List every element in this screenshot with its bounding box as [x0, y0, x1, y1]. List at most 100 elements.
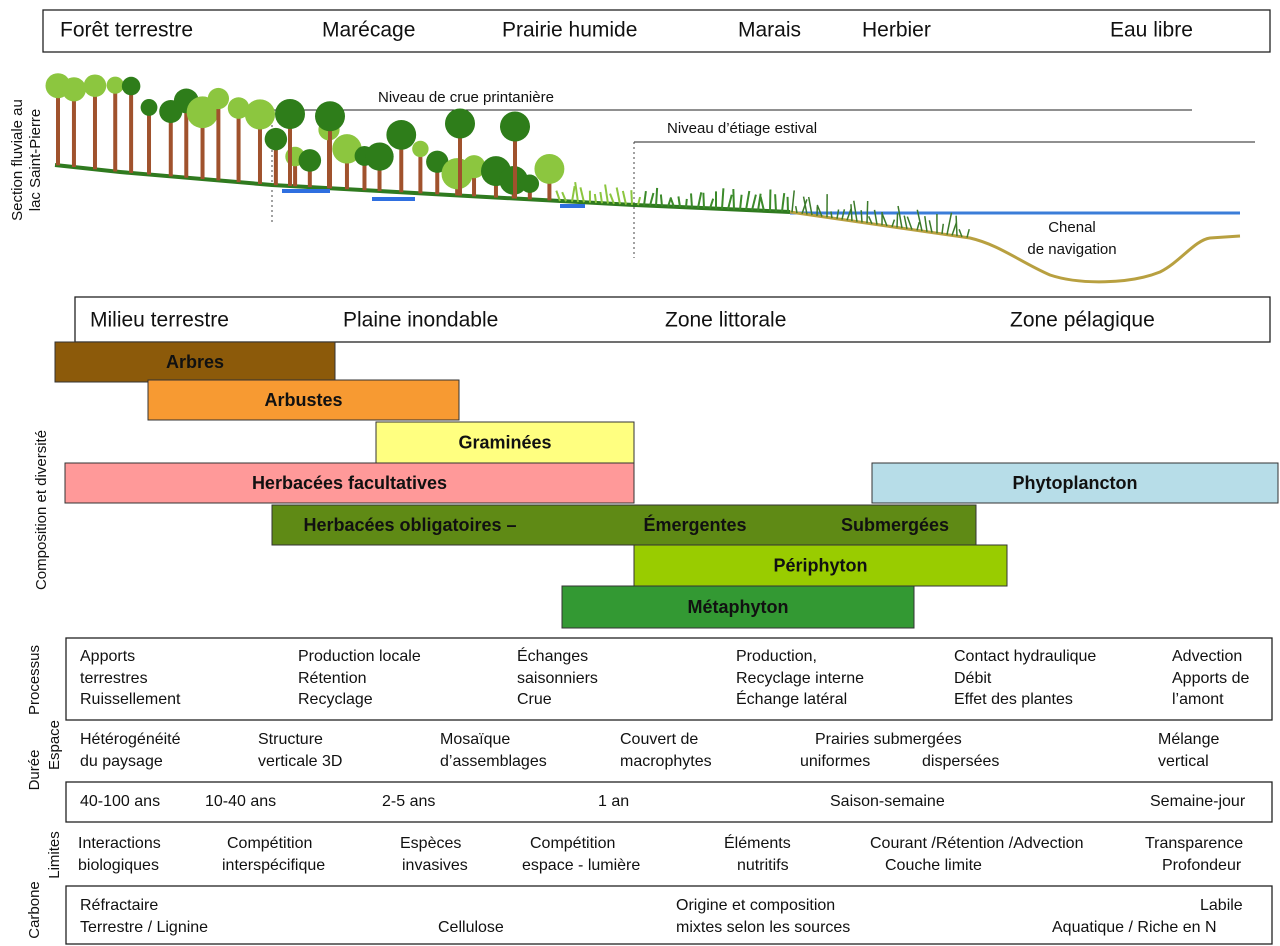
cell-text: Production locale	[298, 648, 421, 665]
cell-text: Couvert de	[620, 731, 698, 748]
tree-crown	[521, 174, 539, 192]
cell-text: Recyclage interne	[736, 670, 864, 687]
tree-crown	[107, 77, 124, 94]
cell-text: l’amont	[1172, 691, 1224, 708]
tree-crown	[208, 88, 229, 109]
grass	[661, 195, 662, 207]
cell-text: Rétention	[298, 670, 367, 687]
cell-text: saisonniers	[517, 670, 598, 687]
cell-text: Échanges	[517, 646, 588, 665]
zone-label: Prairie humide	[502, 19, 637, 42]
row-label: Carbone	[26, 881, 43, 939]
grass	[595, 194, 596, 203]
grass	[758, 194, 761, 211]
grass	[752, 195, 756, 211]
row-label: Durée	[26, 750, 43, 791]
aquatic-plant	[898, 206, 902, 228]
cell-text: invasives	[402, 857, 468, 874]
grass	[775, 194, 776, 211]
tree-crown	[315, 101, 345, 131]
row-label: Espace	[46, 720, 63, 770]
cell-text: Structure	[258, 731, 323, 748]
grass	[740, 195, 742, 210]
aquatic-plant	[897, 213, 898, 227]
grass	[572, 186, 575, 202]
cell-text: Labile	[1200, 897, 1243, 914]
cell-text: Couche limite	[885, 857, 982, 874]
bar-label: Herbacées facultatives	[252, 473, 447, 493]
grass	[631, 190, 632, 205]
channel-bed	[790, 212, 1240, 282]
cell-text: Profondeur	[1162, 857, 1242, 874]
cell-text: terrestres	[80, 670, 148, 687]
cell-text: Débit	[954, 670, 992, 687]
bar-label: Submergées	[841, 515, 949, 535]
cell-text: Échange latéral	[736, 689, 847, 708]
cell-text: Compétition	[227, 835, 312, 852]
bar-label: Graminées	[458, 432, 551, 452]
bar-label: Herbacées obligatoires –	[303, 515, 516, 535]
cell-text: Production,	[736, 648, 817, 665]
aquatic-plant	[904, 216, 907, 229]
environment-label: Milieu terrestre	[90, 309, 229, 332]
cell-text: Espèces	[400, 835, 461, 852]
cell-text: dispersées	[922, 753, 999, 770]
grass	[733, 189, 734, 209]
tree-crown	[62, 77, 86, 101]
tree-crown	[386, 120, 416, 150]
cell-text: Advection	[1172, 648, 1242, 665]
environment-label: Plaine inondable	[343, 309, 498, 332]
row-label: Processus	[26, 645, 43, 715]
bar-label: Émergentes	[643, 514, 746, 535]
aquatic-plant	[947, 213, 951, 235]
tree-crown	[122, 77, 141, 96]
zones-box	[43, 10, 1270, 52]
cell-text: Effet des plantes	[954, 691, 1073, 708]
annotation: Niveau de crue printanière	[378, 89, 554, 106]
cell-text: espace - lumière	[522, 857, 640, 874]
cell-text: Apports de	[1172, 670, 1249, 687]
cell-text: Origine et composition	[676, 897, 835, 914]
row-label: Limites	[46, 831, 63, 879]
aquatic-plant	[837, 209, 839, 218]
grass	[722, 188, 723, 209]
grass	[691, 193, 692, 207]
cell-text: Réfractaire	[80, 897, 158, 914]
cell-text: Aquatique / Riche en N	[1052, 919, 1217, 936]
cell-text: Saison-semaine	[830, 793, 945, 810]
aquatic-plant	[861, 210, 862, 222]
cell-text: Crue	[517, 691, 552, 708]
bar-label: Phytoplancton	[1013, 473, 1138, 493]
tree-crown	[445, 109, 475, 139]
grass	[698, 192, 701, 208]
cell-text: 40-100 ans	[80, 793, 160, 810]
cell-text: Apports	[80, 648, 135, 665]
cell-text: Cellulose	[438, 919, 504, 936]
tree-crown	[84, 74, 107, 97]
cell-text: Prairies submergées	[815, 731, 962, 748]
grass	[703, 193, 704, 208]
bar-label: Périphyton	[773, 555, 867, 575]
annotation: Niveau d’étiage estival	[667, 120, 817, 137]
aquatic-plant	[851, 204, 852, 221]
tree-trunk	[93, 86, 97, 170]
zone-label: Marécage	[322, 19, 415, 42]
tree-trunk	[216, 99, 220, 181]
section-label: Section fluviale au	[9, 99, 26, 221]
bar-label: Métaphyton	[688, 597, 789, 617]
zone-label: Forêt terrestre	[60, 19, 193, 42]
zone-label: Eau libre	[1110, 19, 1193, 42]
grass	[605, 185, 608, 204]
tree-crown	[265, 128, 287, 150]
cell-text: Semaine-jour	[1150, 793, 1246, 810]
section-label: lac Saint-Pierre	[27, 109, 44, 212]
grass	[728, 195, 732, 209]
cell-text: nutritifs	[737, 857, 789, 874]
cell-text: Mosaïque	[440, 731, 510, 748]
cell-text: Mélange	[1158, 731, 1219, 748]
grass	[686, 199, 687, 207]
tree-crown	[141, 99, 158, 116]
tree-trunk	[113, 85, 117, 171]
tree-crown	[412, 141, 428, 157]
tree-crown	[365, 142, 393, 170]
